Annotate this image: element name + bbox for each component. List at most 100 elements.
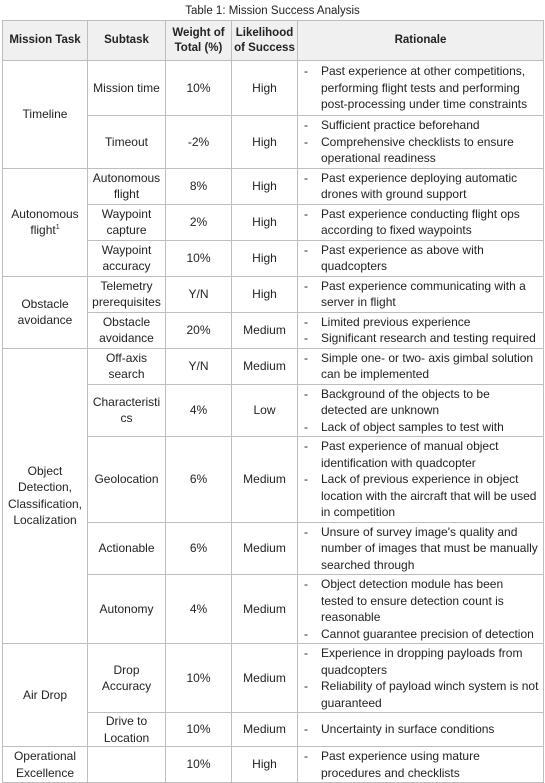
likelihood-cell: High (232, 747, 298, 783)
subtask-cell: Drop Accuracy (88, 644, 166, 713)
rationale-cell: Object detection module has been tested … (298, 575, 544, 644)
subtask-cell: Drive to Location (88, 713, 166, 747)
weight-cell: 10% (166, 644, 232, 713)
rationale-item: Past experience conducting flight ops ac… (302, 206, 539, 239)
weight-cell: 10% (166, 240, 232, 276)
rationale-cell: Sufficient practice beforehand Comprehen… (298, 116, 544, 169)
weight-cell: 10% (166, 713, 232, 747)
rationale-item: Uncertainty in surface conditions (302, 721, 539, 738)
weight-cell: -2% (166, 116, 232, 169)
rationale-cell: Unsure of survey image's quality and num… (298, 522, 544, 575)
rationale-item: Past experience using mature procedures … (302, 748, 539, 781)
subtask-cell: Off-axis search (88, 348, 166, 384)
rationale-item: Lack of previous experience in object lo… (302, 471, 539, 521)
rationale-item: Unsure of survey image's quality and num… (302, 524, 539, 574)
rationale-item: Past experience as above with quadcopter… (302, 242, 539, 275)
rationale-cell: Past experience as above with quadcopter… (298, 240, 544, 276)
rationale-cell: Past experience using mature procedures … (298, 747, 544, 783)
rationale-cell: Background of the objects to be detected… (298, 384, 544, 437)
weight-cell: 20% (166, 312, 232, 348)
rationale-cell: Experience in dropping payloads from qua… (298, 644, 544, 713)
header-subtask: Subtask (88, 21, 166, 61)
weight-cell: 10% (166, 747, 232, 783)
rationale-item: Past experience at other competitions, p… (302, 63, 539, 113)
weight-cell: 6% (166, 522, 232, 575)
header-weight: Weight of Total (%) (166, 21, 232, 61)
mission-task-text: Autonomous flight (11, 207, 78, 238)
subtask-cell: Waypoint capture (88, 204, 166, 240)
likelihood-cell: Medium (232, 312, 298, 348)
header-likelihood: Likelihood of Success (232, 21, 298, 61)
table-row: Air Drop Drop Accuracy 10% Medium Experi… (3, 644, 544, 713)
weight-cell: 2% (166, 204, 232, 240)
weight-cell: Y/N (166, 348, 232, 384)
likelihood-cell: Medium (232, 575, 298, 644)
weight-cell: 6% (166, 437, 232, 523)
subtask-cell: Autonomous flight (88, 168, 166, 204)
mission-task-cell: Air Drop (3, 644, 88, 747)
table-row: Autonomous flight1 Autonomous flight 8% … (3, 168, 544, 204)
rationale-cell: Simple one- or two- axis gimbal solution… (298, 348, 544, 384)
likelihood-cell: High (232, 240, 298, 276)
rationale-item: Past experience communicating with a ser… (302, 278, 539, 311)
subtask-cell: Mission time (88, 61, 166, 116)
rationale-item: Reliability of payload winch system is n… (302, 678, 539, 711)
weight-cell: 4% (166, 575, 232, 644)
weight-cell: 8% (166, 168, 232, 204)
rationale-cell: Past experience at other competitions, p… (298, 61, 544, 116)
weight-cell: 10% (166, 61, 232, 116)
likelihood-cell: High (232, 276, 298, 312)
likelihood-cell: Medium (232, 348, 298, 384)
subtask-cell: Waypoint accuracy (88, 240, 166, 276)
table-row: Obstacle avoidance Telemetry prerequisit… (3, 276, 544, 312)
mission-task-cell: Autonomous flight1 (3, 168, 88, 276)
rationale-item: Background of the objects to be detected… (302, 386, 539, 419)
rationale-item: Past experience of manual object identif… (302, 438, 539, 471)
mission-task-cell: Object Detection, Classification, Locali… (3, 348, 88, 644)
mission-success-table: Mission Task Subtask Weight of Total (%)… (2, 20, 544, 783)
rationale-cell: Past experience communicating with a ser… (298, 276, 544, 312)
likelihood-cell: High (232, 61, 298, 116)
likelihood-cell: Medium (232, 522, 298, 575)
rationale-cell: Past experience of manual object identif… (298, 437, 544, 523)
rationale-item: Object detection module has been tested … (302, 576, 539, 626)
subtask-cell: Autonomy (88, 575, 166, 644)
likelihood-cell: High (232, 204, 298, 240)
rationale-item: Experience in dropping payloads from qua… (302, 645, 539, 678)
likelihood-cell: Medium (232, 713, 298, 747)
rationale-item: Comprehensive checklists to ensure opera… (302, 134, 539, 167)
rationale-cell: Past experience conducting flight ops ac… (298, 204, 544, 240)
subtask-cell: Actionable (88, 522, 166, 575)
rationale-cell: Uncertainty in surface conditions (298, 713, 544, 747)
mission-task-cell: Timeline (3, 61, 88, 169)
subtask-cell (88, 747, 166, 783)
rationale-item: Simple one- or two- axis gimbal solution… (302, 350, 539, 383)
rationale-item: Limited previous experience (302, 314, 539, 331)
header-mission-task: Mission Task (3, 21, 88, 61)
likelihood-cell: High (232, 168, 298, 204)
subtask-cell: Timeout (88, 116, 166, 169)
footnote-marker: 1 (56, 224, 60, 231)
rationale-item: Cannot guarantee precision of detection (302, 626, 539, 643)
subtask-cell: Telemetry prerequisites (88, 276, 166, 312)
rationale-cell: Limited previous experience Significant … (298, 312, 544, 348)
table-caption: Table 1: Mission Success Analysis (0, 0, 545, 20)
mission-task-cell: Operational Excellence (3, 747, 88, 783)
mission-task-cell: Obstacle avoidance (3, 276, 88, 348)
rationale-item: Sufficient practice beforehand (302, 117, 539, 134)
weight-cell: 4% (166, 384, 232, 437)
rationale-item: Significant research and testing require… (302, 330, 539, 347)
subtask-cell: Characteristics (88, 384, 166, 437)
likelihood-cell: High (232, 116, 298, 169)
header-rationale: Rationale (298, 21, 544, 61)
rationale-item: Past experience deploying automatic dron… (302, 170, 539, 203)
table-row: Timeline Mission time 10% High Past expe… (3, 61, 544, 116)
table-row: Operational Excellence 10% High Past exp… (3, 747, 544, 783)
subtask-cell: Geolocation (88, 437, 166, 523)
subtask-cell: Obstacle avoidance (88, 312, 166, 348)
weight-cell: Y/N (166, 276, 232, 312)
rationale-cell: Past experience deploying automatic dron… (298, 168, 544, 204)
likelihood-cell: Medium (232, 644, 298, 713)
likelihood-cell: Medium (232, 437, 298, 523)
rationale-item: Lack of object samples to test with (302, 419, 539, 436)
